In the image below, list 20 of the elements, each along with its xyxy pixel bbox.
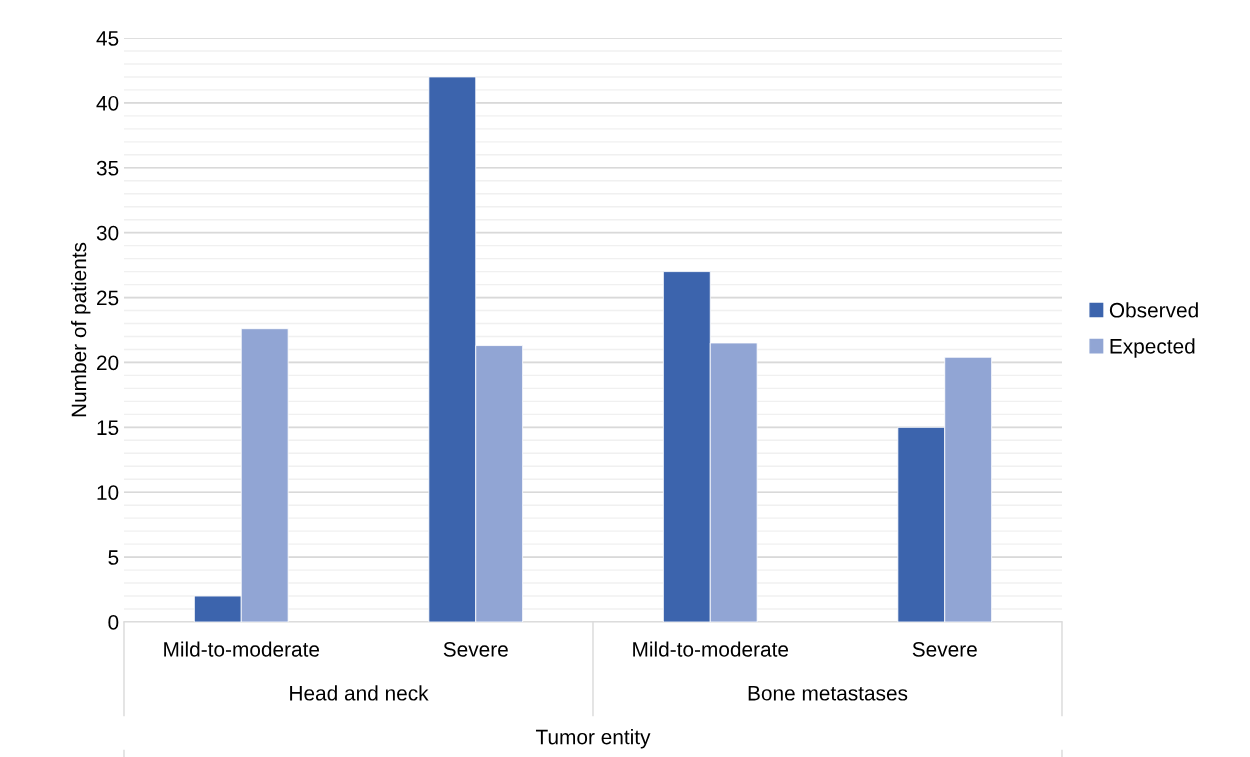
x-tick-label: Mild-to-moderate [164, 641, 320, 657]
x-tick-label: Severe [912, 641, 977, 657]
x-axis-title: Tumor entity [535, 729, 651, 749]
legend-label: Observed [1109, 302, 1198, 318]
y-tick-label: 5 [108, 550, 119, 565]
y-tick-label: 35 [96, 160, 119, 176]
y-tick-label: 20 [97, 355, 119, 371]
text: Head and neck [290, 685, 429, 701]
y-tick-label: 10 [97, 485, 119, 500]
text: Bone metastases [748, 686, 908, 701]
y-tick-label: 25 [97, 290, 119, 306]
x-tick-label: Severe [443, 641, 508, 657]
y-tick-label: 40 [96, 95, 119, 111]
y-tick-label: 30 [96, 225, 119, 241]
legend-label: Expected [1110, 338, 1195, 358]
y-tick-label: 15 [97, 420, 119, 436]
y-axis-title: Number of patients [70, 242, 91, 417]
x-tick-label: Mild-to-moderate [633, 641, 789, 657]
y-tick-label: 0 [108, 615, 119, 630]
y-tick-label: 45 [96, 31, 119, 46]
